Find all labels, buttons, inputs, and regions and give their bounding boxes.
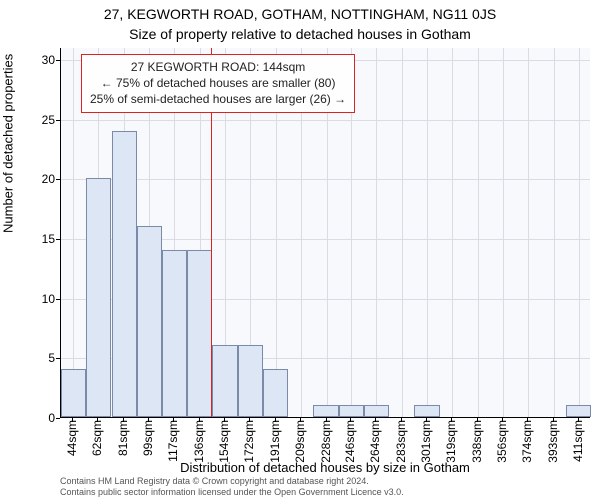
x-tick-label: 172sqm: [242, 420, 256, 463]
chart-title-line1: 27, KEGWORTH ROAD, GOTHAM, NOTTINGHAM, N…: [0, 6, 600, 22]
y-tick-label: 0: [48, 411, 55, 425]
annotation-box: 27 KEGWORTH ROAD: 144sqm← 75% of detache…: [81, 54, 355, 113]
gridline-vertical: [554, 48, 555, 417]
gridline-vertical: [579, 48, 580, 417]
x-tick-label: 191sqm: [268, 420, 282, 463]
x-tick-mark: [401, 418, 402, 422]
x-tick-label: 136sqm: [192, 420, 206, 463]
x-tick-mark: [502, 418, 503, 422]
x-tick-mark: [224, 418, 225, 422]
y-tick-mark: [56, 60, 60, 61]
x-tick-label: 338sqm: [470, 420, 484, 463]
y-tick-mark: [56, 239, 60, 240]
x-tick-label: 301sqm: [419, 420, 433, 463]
x-tick-label: 117sqm: [166, 420, 180, 462]
histogram-bar: [263, 369, 288, 417]
x-tick-mark: [350, 418, 351, 422]
x-tick-label: 319sqm: [444, 420, 458, 463]
y-tick-mark: [56, 179, 60, 180]
gridline-vertical: [73, 48, 74, 417]
x-tick-mark: [426, 418, 427, 422]
histogram-bar: [212, 345, 237, 417]
x-tick-label: 283sqm: [394, 420, 408, 463]
plot-area: 27 KEGWORTH ROAD: 144sqm← 75% of detache…: [60, 48, 590, 418]
x-tick-mark: [553, 418, 554, 422]
x-tick-mark: [578, 418, 579, 422]
annotation-line: 25% of semi-detached houses are larger (…: [90, 91, 346, 107]
gridline-horizontal: [61, 120, 590, 121]
x-tick-label: 44sqm: [65, 420, 79, 456]
x-tick-mark: [249, 418, 250, 422]
x-tick-label: 411sqm: [571, 420, 585, 462]
gridline-vertical: [402, 48, 403, 417]
x-tick-mark: [477, 418, 478, 422]
x-tick-mark: [326, 418, 327, 422]
gridline-vertical: [503, 48, 504, 417]
histogram-bar: [238, 345, 263, 417]
x-tick-label: 228sqm: [319, 420, 333, 463]
y-tick-label: 10: [42, 292, 55, 306]
x-tick-mark: [173, 418, 174, 422]
x-tick-label: 356sqm: [495, 420, 509, 463]
histogram-bar: [187, 250, 212, 417]
y-tick-label: 5: [48, 351, 55, 365]
y-tick-label: 20: [42, 172, 55, 186]
histogram-bar: [313, 405, 338, 417]
y-axis-label: Number of detached properties: [1, 54, 16, 233]
x-tick-label: 264sqm: [368, 420, 382, 463]
y-tick-mark: [56, 120, 60, 121]
histogram-bar: [566, 405, 591, 417]
histogram-bar: [162, 250, 187, 417]
histogram-bar: [86, 178, 111, 417]
gridline-vertical: [376, 48, 377, 417]
gridline-vertical: [427, 48, 428, 417]
y-tick-label: 30: [42, 53, 55, 67]
histogram-bar: [112, 131, 137, 417]
x-tick-label: 374sqm: [520, 420, 534, 463]
x-tick-label: 209sqm: [293, 420, 307, 463]
x-tick-mark: [375, 418, 376, 422]
chart-title-line2: Size of property relative to detached ho…: [0, 26, 600, 42]
y-tick-mark: [56, 358, 60, 359]
x-tick-label: 154sqm: [217, 420, 231, 463]
gridline-vertical: [528, 48, 529, 417]
annotation-line: 27 KEGWORTH ROAD: 144sqm: [90, 59, 346, 75]
footer-attribution: Contains HM Land Registry data © Crown c…: [60, 476, 590, 498]
gridline-vertical: [452, 48, 453, 417]
x-tick-mark: [451, 418, 452, 422]
gridline-horizontal: [61, 179, 590, 180]
x-tick-mark: [72, 418, 73, 422]
footer-line1: Contains HM Land Registry data © Crown c…: [60, 476, 590, 487]
annotation-line: ← 75% of detached houses are smaller (80…: [90, 75, 346, 91]
chart-container: 27, KEGWORTH ROAD, GOTHAM, NOTTINGHAM, N…: [0, 0, 600, 500]
x-tick-mark: [97, 418, 98, 422]
x-tick-mark: [148, 418, 149, 422]
y-tick-label: 25: [42, 113, 55, 127]
gridline-vertical: [478, 48, 479, 417]
histogram-bar: [414, 405, 439, 417]
y-tick-mark: [56, 418, 60, 419]
histogram-bar: [364, 405, 389, 417]
x-tick-mark: [300, 418, 301, 422]
histogram-bar: [339, 405, 364, 417]
x-tick-label: 81sqm: [116, 420, 130, 456]
footer-line2: Contains public sector information licen…: [60, 487, 590, 498]
histogram-bar: [137, 226, 162, 417]
x-tick-mark: [275, 418, 276, 422]
x-tick-label: 393sqm: [546, 420, 560, 463]
histogram-bar: [61, 369, 86, 417]
x-tick-mark: [527, 418, 528, 422]
x-tick-label: 99sqm: [141, 420, 155, 456]
x-tick-mark: [199, 418, 200, 422]
x-tick-label: 62sqm: [90, 420, 104, 456]
x-tick-label: 246sqm: [343, 420, 357, 463]
y-tick-mark: [56, 299, 60, 300]
y-tick-label: 15: [42, 232, 55, 246]
x-tick-mark: [123, 418, 124, 422]
